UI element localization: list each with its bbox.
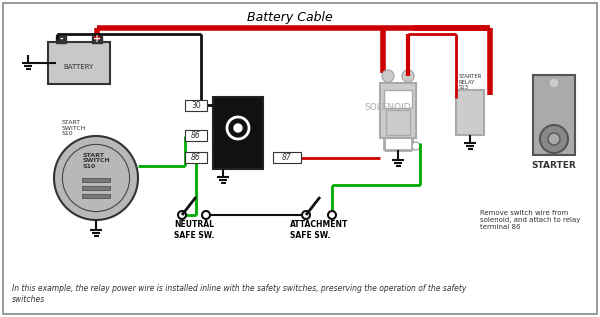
Bar bbox=[82, 178, 110, 182]
Bar bbox=[48, 42, 110, 84]
Text: Remove switch wire from
solenoid, and attach to relay
terminal 86: Remove switch wire from solenoid, and at… bbox=[480, 210, 580, 230]
Circle shape bbox=[178, 211, 186, 219]
Circle shape bbox=[202, 211, 210, 219]
Text: BATTERY: BATTERY bbox=[64, 64, 94, 70]
Text: ATTACHMENT
SAFE SW.: ATTACHMENT SAFE SW. bbox=[290, 220, 348, 240]
Text: START
SWITCH
S10: START SWITCH S10 bbox=[82, 153, 110, 169]
Text: 87: 87 bbox=[282, 153, 292, 163]
Bar bbox=[185, 130, 207, 141]
Text: +: + bbox=[93, 34, 101, 44]
Text: STARTER
RELAY
S13: STARTER RELAY S13 bbox=[458, 74, 482, 90]
Bar bbox=[185, 100, 207, 111]
Circle shape bbox=[548, 133, 560, 145]
Circle shape bbox=[54, 136, 138, 220]
Circle shape bbox=[549, 78, 559, 88]
Bar bbox=[273, 152, 301, 163]
Bar bbox=[213, 97, 263, 169]
Circle shape bbox=[382, 70, 394, 82]
Circle shape bbox=[540, 125, 568, 153]
Text: NEUTRAL
SAFE SW.: NEUTRAL SAFE SW. bbox=[174, 220, 214, 240]
Bar bbox=[185, 152, 207, 163]
Circle shape bbox=[328, 211, 336, 219]
Circle shape bbox=[402, 70, 414, 82]
Bar bbox=[92, 36, 102, 43]
Circle shape bbox=[412, 142, 420, 150]
Text: 86: 86 bbox=[191, 132, 201, 140]
Bar bbox=[56, 36, 66, 43]
Bar bbox=[533, 75, 575, 155]
Text: START
SWITCH
S10: START SWITCH S10 bbox=[62, 120, 86, 136]
Text: Battery Cable: Battery Cable bbox=[247, 11, 333, 24]
Circle shape bbox=[234, 124, 242, 132]
Bar bbox=[384, 90, 412, 108]
Text: -: - bbox=[59, 35, 63, 43]
Bar bbox=[380, 83, 416, 138]
Bar bbox=[456, 90, 484, 135]
Text: switches: switches bbox=[12, 295, 45, 304]
Text: STARTER: STARTER bbox=[532, 160, 577, 170]
Bar bbox=[82, 194, 110, 198]
Bar bbox=[386, 110, 410, 135]
Text: 86: 86 bbox=[191, 153, 201, 163]
Text: 30: 30 bbox=[191, 101, 201, 111]
Circle shape bbox=[302, 211, 310, 219]
Text: SOLENOID: SOLENOID bbox=[365, 103, 412, 113]
Bar bbox=[82, 186, 110, 190]
Text: In this example, the relay power wire is installed inline with the safety switch: In this example, the relay power wire is… bbox=[12, 284, 466, 293]
